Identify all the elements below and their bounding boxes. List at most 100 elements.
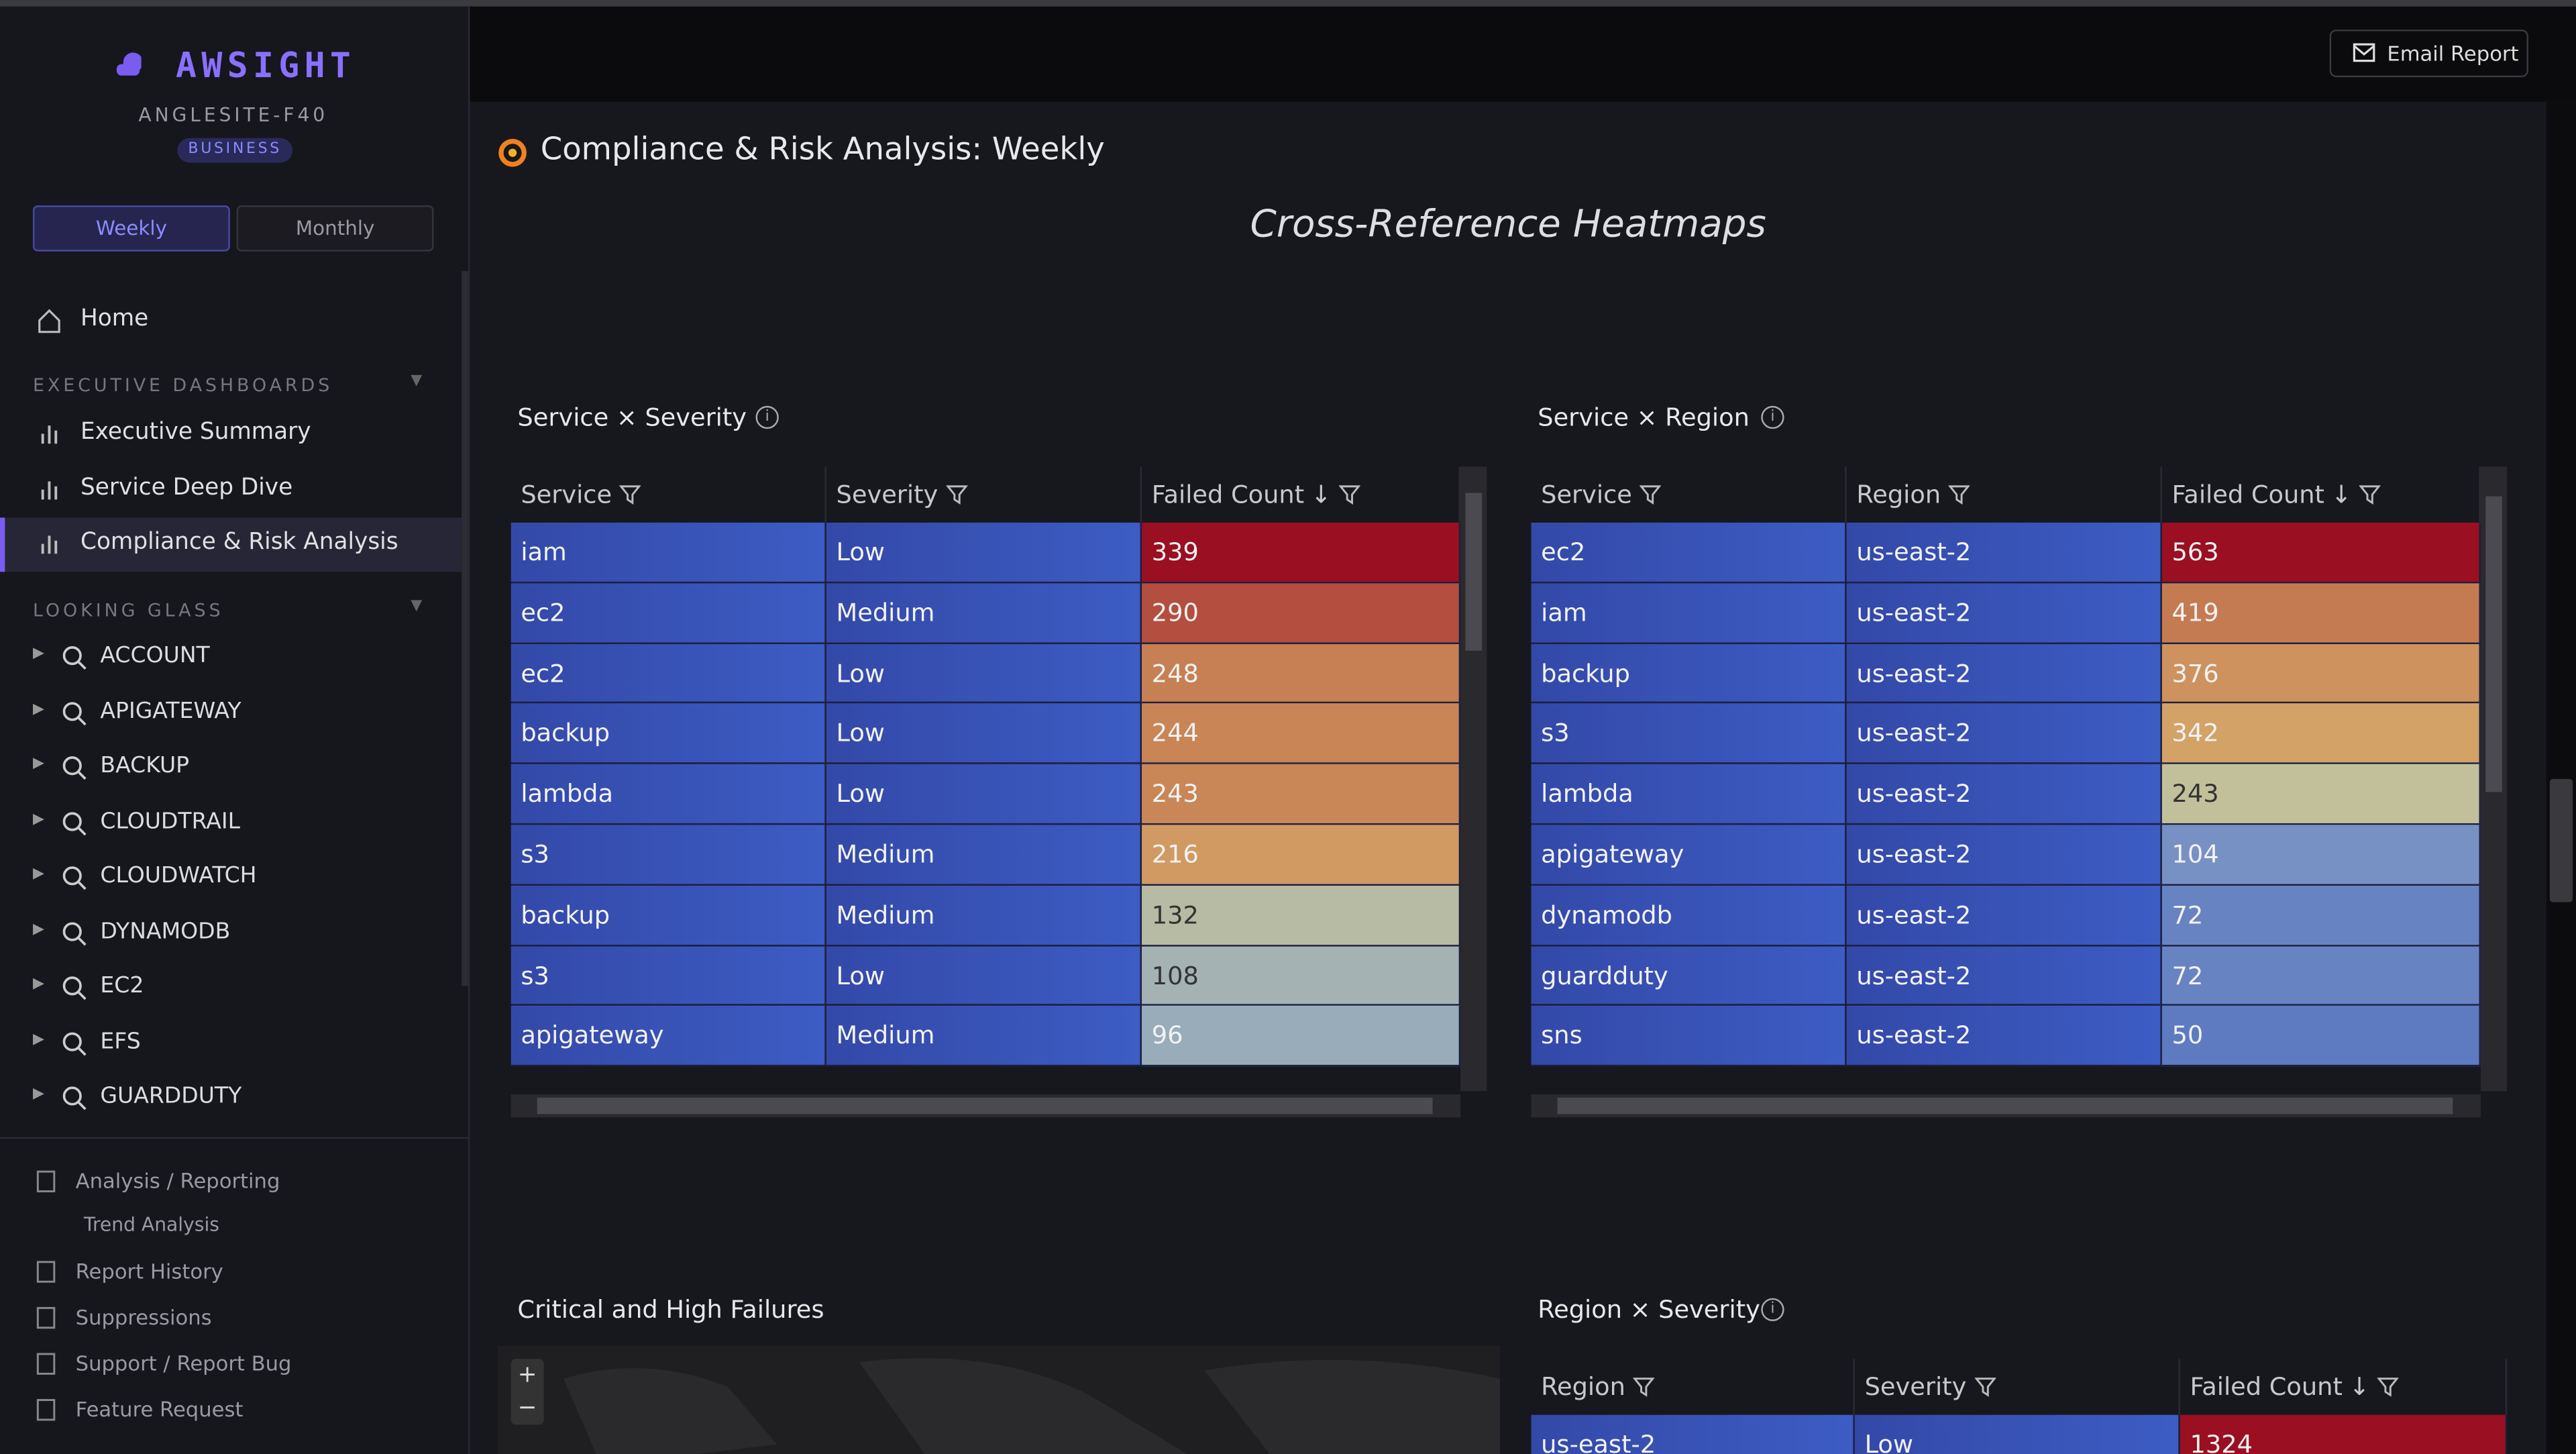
table-cell: 339	[1142, 522, 1461, 583]
v-scrollbar[interactable]	[2480, 466, 2508, 1092]
footer-item[interactable]: Analysis / Reporting	[75, 1168, 280, 1193]
info-icon: i	[1761, 1298, 1784, 1321]
expand-caret: ▶	[32, 1086, 44, 1103]
table-cell: 342	[2161, 704, 2481, 765]
email-report-button[interactable]: Email Report	[2329, 30, 2528, 78]
footer-item[interactable]: Trend Analysis	[83, 1212, 219, 1236]
table-cell: Medium	[826, 885, 1142, 946]
table-cell: ec2	[1531, 522, 1847, 583]
column-label: Failed Count	[2171, 480, 2324, 510]
table-cell: us-east-2	[1846, 764, 2162, 825]
info-icon: i	[755, 405, 779, 429]
column-header[interactable]: Service	[511, 466, 826, 523]
column-header[interactable]: Severity	[826, 466, 1142, 523]
table-cell: ec2	[511, 643, 826, 705]
nav-item[interactable]: EFS	[100, 1027, 141, 1055]
table-cell: us-east-2	[1846, 825, 2162, 886]
nav-item[interactable]: GUARDDUTY	[100, 1082, 242, 1110]
info-icon: i	[1761, 405, 1784, 429]
footer-item[interactable]: Support / Report Bug	[75, 1351, 292, 1375]
column-label: Region	[1541, 1371, 1625, 1402]
map[interactable]: + −	[498, 1345, 1500, 1454]
table-cell: us-east-2	[1846, 885, 2162, 946]
table-cell: us-east-2	[1846, 643, 2162, 705]
column-header[interactable]: Failed Count ↓	[2180, 1359, 2508, 1415]
page-scrollbar[interactable]	[2546, 101, 2576, 1454]
footer-item[interactable]: Suppressions	[75, 1304, 212, 1330]
table-cell: Low	[826, 522, 1142, 583]
sidebar-divider	[0, 1137, 468, 1139]
table-cell: sns	[1531, 1006, 1847, 1067]
map-title: Critical and High Failures	[517, 1294, 824, 1325]
nav-item[interactable]: APIGATEWAY	[100, 697, 241, 724]
footer-icon	[33, 1304, 59, 1337]
search-icon	[61, 864, 87, 897]
table-cell: 244	[1142, 704, 1461, 765]
column-header[interactable]: Severity	[1855, 1359, 2180, 1415]
table-cell: 376	[2161, 643, 2481, 705]
table-cell: backup	[511, 704, 826, 765]
column-label: Region	[1856, 480, 1941, 510]
column-header[interactable]: Failed Count ↓	[1142, 466, 1461, 523]
section-caret[interactable]: ▼	[411, 598, 423, 615]
table-cell: 104	[2161, 825, 2481, 886]
table-cell: iam	[1531, 582, 1847, 644]
table-cell: 243	[1142, 764, 1461, 825]
nav-item[interactable]: EC2	[100, 972, 144, 999]
page-subtitle: Cross-Reference Heatmaps	[1250, 203, 1766, 247]
nav-home[interactable]: Home	[80, 305, 149, 332]
column-label: Severity	[1864, 1371, 1967, 1402]
nav-item[interactable]: BACKUP	[100, 752, 190, 779]
table-body: ec2 us-east-2 563 iam us-east-2 419 backup us-e…	[1531, 522, 2481, 1091]
nav-item[interactable]: DYNAMODB	[100, 917, 231, 944]
column-header[interactable]: Service	[1531, 466, 1847, 523]
table-cell: dynamodb	[1531, 885, 1847, 946]
chart-icon	[36, 531, 62, 564]
expand-caret: ▶	[32, 866, 44, 883]
header-bar	[470, 6, 2576, 104]
table-cell: s3	[511, 825, 826, 886]
table-cell: 216	[1142, 825, 1461, 886]
footer-item[interactable]: Report History	[75, 1258, 223, 1284]
expand-caret: ▶	[32, 1031, 44, 1048]
toggle-weekly[interactable]: Weekly	[32, 205, 230, 252]
table-cell: 243	[2161, 764, 2481, 825]
h-scrollbar[interactable]	[511, 1094, 1461, 1118]
column-label: Service	[1541, 480, 1632, 510]
table-cell: s3	[511, 945, 826, 1006]
section-caret[interactable]: ▼	[411, 372, 423, 390]
column-header[interactable]: Failed Count ↓	[2162, 466, 2481, 523]
table-cell: Medium	[826, 582, 1142, 644]
footer-item[interactable]: Feature Request	[75, 1396, 244, 1422]
table-cell: guardduty	[1531, 945, 1847, 1006]
chart-icon	[36, 421, 62, 454]
brand: AWSIGHT	[176, 46, 356, 86]
footer-icon	[33, 1259, 59, 1292]
nav-item[interactable]: ACCOUNT	[100, 642, 210, 669]
home-icon	[36, 307, 62, 340]
nav-item[interactable]: Service Deep Dive	[80, 474, 293, 501]
table-cell: backup	[511, 885, 826, 946]
active-bg	[0, 517, 462, 572]
h-scrollbar[interactable]	[1531, 1094, 2481, 1118]
nav-item[interactable]: CLOUDWATCH	[100, 862, 257, 889]
nav-item[interactable]: CLOUDTRAIL	[100, 807, 241, 834]
table-cell: 419	[2161, 582, 2481, 644]
table-cell: 248	[1142, 643, 1461, 705]
table-cell: Low	[826, 764, 1142, 825]
table-cell: lambda	[511, 764, 826, 825]
nav-item[interactable]: Compliance & Risk Analysis	[80, 529, 398, 556]
v-scrollbar[interactable]	[1460, 466, 1487, 1092]
table-cell: us-east-2	[1846, 1006, 2162, 1067]
column-label: Severity	[836, 480, 938, 510]
section-title: EXECUTIVE DASHBOARDS	[32, 374, 333, 397]
search-icon	[61, 974, 87, 1007]
toggle-monthly[interactable]: Monthly	[236, 205, 434, 252]
column-header[interactable]: Region	[1531, 1359, 1855, 1415]
column-header[interactable]: Region	[1847, 466, 2162, 523]
table-cell: us-east-2	[1846, 945, 2162, 1006]
table-title: Service × Severity	[517, 403, 747, 433]
nav-item[interactable]: Executive Summary	[80, 419, 311, 446]
column-label: Service	[521, 480, 612, 510]
